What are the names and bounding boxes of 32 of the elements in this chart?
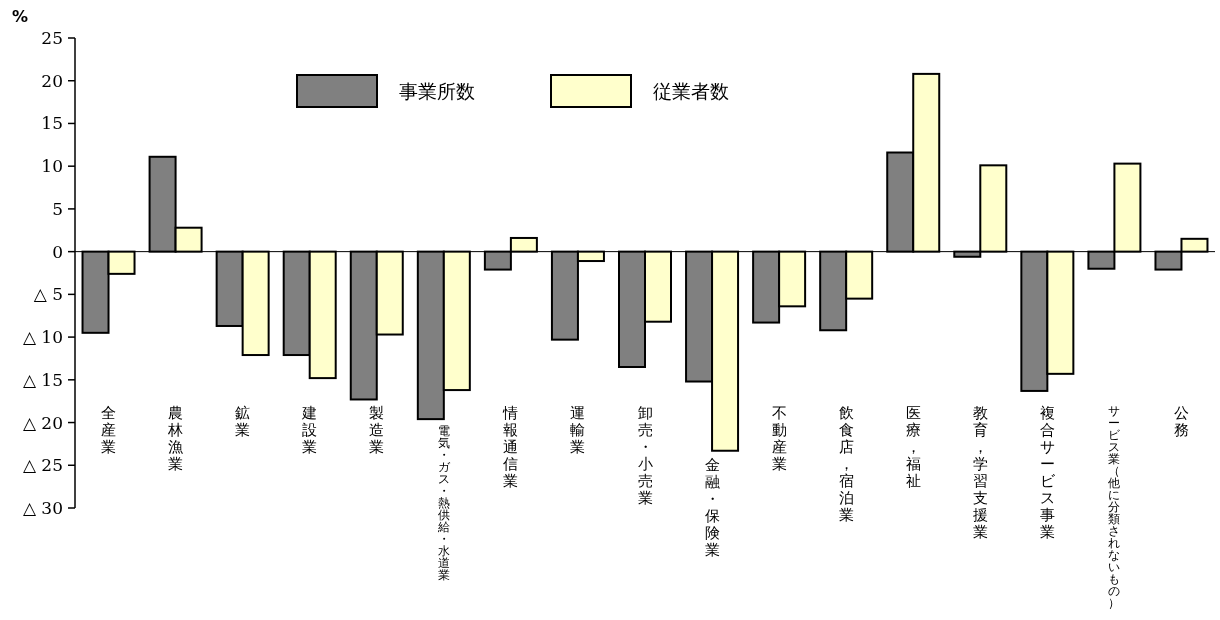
- x-tick-label: 飲食店，宿泊業: [837, 404, 855, 524]
- x-tick-label: 農林漁業: [167, 404, 185, 473]
- y-tick-label: 10: [41, 156, 63, 177]
- y-tick-label: △ 10: [22, 327, 63, 348]
- y-tick-label: 25: [41, 28, 63, 48]
- x-tick-label: 運輸業: [569, 404, 587, 456]
- x-tick-label: 金融・保険業: [703, 455, 721, 559]
- x-tick-label: 不動産業: [770, 404, 788, 473]
- category-label: 電気・ガス・熱供給・水道業: [437, 424, 450, 583]
- x-tick-label: 教育，学習支援業: [971, 404, 989, 541]
- y-tick-label: △ 5: [33, 284, 63, 305]
- y-tick-label: △ 25: [22, 455, 63, 476]
- y-tick-label: 20: [41, 70, 63, 91]
- y-tick-label: 5: [52, 198, 63, 219]
- x-tick-label: 全産業: [100, 404, 117, 456]
- y-tick-label: 15: [41, 113, 63, 134]
- x-tick-label: 建設業: [301, 404, 319, 456]
- x-tick-label: 公務: [1172, 404, 1190, 439]
- y-tick-label: 0: [52, 241, 63, 262]
- legend-label: 従業者数: [653, 80, 729, 102]
- legend-label: 事業所数: [399, 80, 475, 102]
- y-tick-label: △ 15: [22, 369, 63, 390]
- category-label: サービス業（他に分類されないもの）: [1108, 404, 1121, 610]
- y-tick-label: △ 30: [22, 498, 63, 518]
- x-tick-label: 医療，福祉: [904, 404, 922, 490]
- y-axis-title: %: [12, 7, 29, 26]
- x-tick-label: 卸売・小売業: [636, 404, 654, 507]
- x-tick-label: 鉱業: [234, 404, 252, 439]
- y-tick-label: △ 20: [22, 412, 63, 433]
- x-tick-label: 製造業: [368, 404, 386, 457]
- x-tick-label: 情報通信業: [502, 404, 520, 490]
- x-tick-label: 複合サービス事業: [1038, 404, 1056, 541]
